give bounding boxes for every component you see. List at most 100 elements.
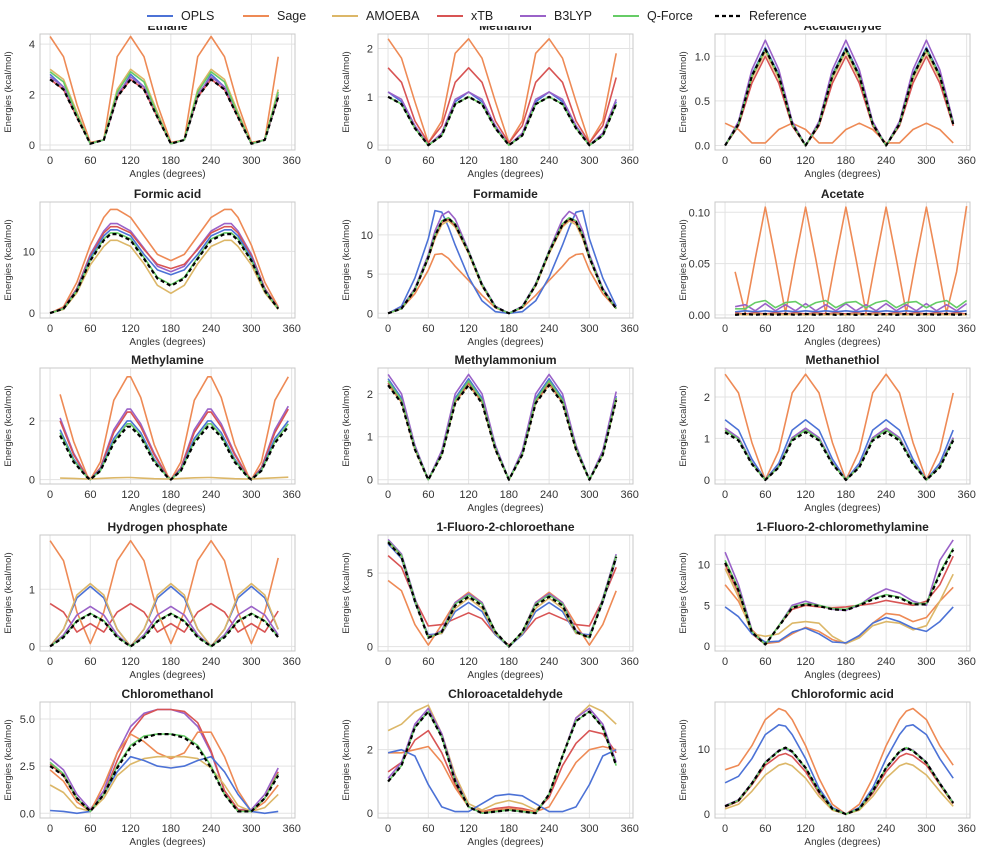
plot-frame <box>377 33 634 151</box>
series-line-amoeba <box>49 755 279 813</box>
x-tick-label: 0 <box>385 489 391 501</box>
x-tick-label: 360 <box>620 489 638 501</box>
series-line-xtb <box>49 225 279 314</box>
series-line-xtb <box>724 55 954 147</box>
x-tick-label: 180 <box>162 323 180 335</box>
plot-area <box>714 201 971 319</box>
subplot-title: Chloroformic acid <box>791 687 894 701</box>
x-tick-label: 0 <box>722 323 728 335</box>
y-tick-label: 0 <box>367 808 373 820</box>
series-line-reference <box>49 612 280 648</box>
subplot-1-fluoro-2-chloromethylamine: 0 60 120 180 240 300 360 0 5 10 1-Fluoro-2-chlorom… <box>678 520 976 681</box>
series-line-opls <box>49 229 279 314</box>
x-tick-label: 120 <box>459 323 477 335</box>
plot-area <box>714 534 971 652</box>
series-line-reference <box>724 431 955 481</box>
y-tick-label: 0 <box>367 642 373 654</box>
y-tick-label: 2 <box>367 44 373 56</box>
x-tick-label: 120 <box>121 323 139 335</box>
y-tick-label: 1 <box>29 584 35 596</box>
x-tick-label: 180 <box>162 155 180 167</box>
plot-frame <box>377 701 634 819</box>
y-tick-label: 2 <box>29 416 35 428</box>
y-axis-label: Energies (kcal/mol) <box>678 219 689 300</box>
x-tick-label: 300 <box>580 823 598 835</box>
subplot-ethane: 0 60 120 180 240 300 360 0 2 4 Ethane Angles (degre… <box>3 26 301 180</box>
x-axis-label: Angles (degrees) <box>467 670 543 681</box>
x-tick-label: 0 <box>385 823 391 835</box>
x-tick-label: 180 <box>500 489 518 501</box>
legend-item-b3lyp: B3LYP <box>520 9 592 23</box>
series-line-sage <box>387 38 617 144</box>
x-tick-label: 120 <box>121 489 139 501</box>
y-tick-label: 0.00 <box>689 310 710 322</box>
x-tick-label: 120 <box>796 656 814 668</box>
x-tick-label: 60 <box>759 823 771 835</box>
y-tick-label: 1 <box>367 92 373 104</box>
x-tick-label: 240 <box>877 823 895 835</box>
x-axis-label: Angles (degrees) <box>804 337 880 348</box>
x-tick-label: 180 <box>837 489 855 501</box>
series-line-b3lyp <box>734 302 968 312</box>
subplot-title: 1-Fluoro-2-chloroethane <box>436 520 574 534</box>
legend-label: Q-Force <box>647 9 693 23</box>
y-tick-label: 2 <box>367 745 373 757</box>
y-axis-label: Energies (kcal/mol) <box>3 219 14 300</box>
x-tick-label: 300 <box>580 489 598 501</box>
x-tick-label: 60 <box>759 489 771 501</box>
y-axis-label: Energies (kcal/mol) <box>341 219 352 300</box>
subplot-methanol: 0 60 120 180 240 300 360 0 1 2 Methanol Angles (deg… <box>341 26 639 180</box>
y-tick-label: 0 <box>29 641 35 653</box>
x-tick-label: 0 <box>385 155 391 167</box>
x-tick-label: 120 <box>459 656 477 668</box>
x-axis-label: Angles (degrees) <box>467 337 543 348</box>
series-line-opls <box>724 606 954 644</box>
series-line-opls <box>387 748 617 813</box>
legend: OPLS Sage AMOEBA xTB B3LYP Q-Force Reference <box>147 9 807 23</box>
x-tick-label: 240 <box>540 489 558 501</box>
x-tick-label: 120 <box>121 155 139 167</box>
series-line-xtb <box>387 66 617 144</box>
x-tick-label: 360 <box>957 656 975 668</box>
x-tick-label: 300 <box>917 323 935 335</box>
y-axis-label: Energies (kcal/mol) <box>3 51 14 132</box>
x-tick-label: 300 <box>580 656 598 668</box>
x-tick-label: 360 <box>620 155 638 167</box>
y-tick-label: 2.5 <box>20 761 35 773</box>
subplot-title: 1-Fluoro-2-chloromethylamine <box>756 520 929 534</box>
y-axis-label: Energies (kcal/mol) <box>341 719 352 800</box>
x-tick-label: 240 <box>202 155 220 167</box>
y-tick-label: 1 <box>367 432 373 444</box>
x-tick-label: 0 <box>385 323 391 335</box>
y-tick-label: 10 <box>698 744 710 756</box>
x-tick-label: 120 <box>796 489 814 501</box>
series-line-opls <box>49 585 279 648</box>
y-tick-label: 0 <box>29 140 35 152</box>
y-tick-label: 5 <box>704 600 710 612</box>
series-line-reference <box>724 746 955 816</box>
x-tick-label: 120 <box>796 323 814 335</box>
x-tick-label: 120 <box>459 489 477 501</box>
plot-frame <box>714 33 971 151</box>
x-tick-label: 180 <box>500 155 518 167</box>
plot-frame <box>714 701 971 819</box>
subplot-methylamine: 0 60 120 180 240 300 360 0 2 Methylamine Angles (d… <box>3 353 301 514</box>
x-tick-label: 180 <box>162 823 180 835</box>
y-tick-label: 0 <box>367 475 373 487</box>
subplot-title: Acetate <box>821 187 865 201</box>
legend-item-q-force: Q-Force <box>613 9 693 23</box>
x-tick-label: 240 <box>202 489 220 501</box>
plot-frame <box>377 367 634 485</box>
x-axis-label: Angles (degrees) <box>129 169 205 180</box>
x-tick-label: 60 <box>422 656 434 668</box>
x-axis-label: Angles (degrees) <box>467 169 543 180</box>
plot-area <box>714 701 971 819</box>
series-line-reference <box>387 217 618 315</box>
plot-frame <box>39 701 296 819</box>
y-tick-label: 0 <box>704 475 710 487</box>
x-tick-label: 0 <box>385 656 391 668</box>
plot-frame <box>39 534 296 652</box>
plot-frame <box>377 534 634 652</box>
series-line-reference <box>724 549 955 646</box>
x-tick-label: 60 <box>759 155 771 167</box>
